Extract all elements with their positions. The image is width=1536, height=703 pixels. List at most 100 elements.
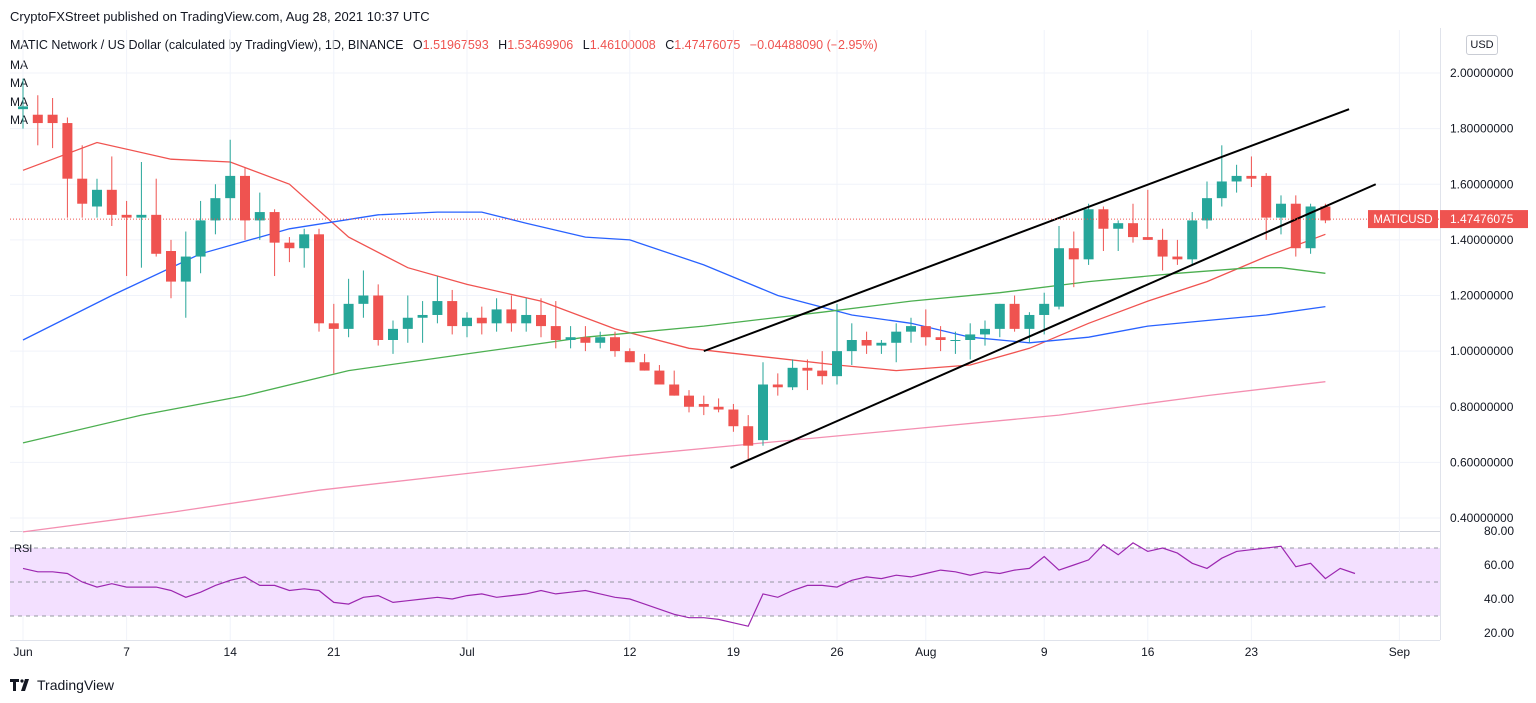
candle-body — [787, 367, 798, 388]
candle-body — [447, 301, 458, 327]
candle-body — [402, 317, 413, 329]
candle-body — [240, 175, 250, 221]
candle-body — [47, 114, 58, 124]
tradingview-logo-icon — [10, 679, 29, 691]
candle-body — [254, 212, 265, 221]
high-label: H — [498, 38, 508, 52]
time-tick-label: Jun — [13, 645, 32, 659]
candle-body — [728, 409, 739, 427]
candle-body — [1039, 303, 1050, 315]
candle-body — [817, 370, 828, 377]
price-axis-border — [1440, 28, 1441, 640]
candle-body — [373, 295, 384, 340]
candle-body — [195, 220, 206, 257]
candle-body — [550, 326, 561, 340]
open-label: O — [412, 38, 423, 52]
close-value: 1.47476075 — [674, 38, 741, 52]
candle-body — [269, 212, 280, 243]
candle-body — [994, 303, 1005, 329]
candle-body — [180, 256, 191, 282]
candle-body — [920, 326, 931, 338]
price-tick-label: 1.40000000 — [1450, 233, 1514, 247]
time-tick-label: Aug — [915, 645, 936, 659]
candle-body — [669, 384, 680, 396]
candle-body — [610, 337, 620, 352]
price-tick-label: 0.80000000 — [1450, 400, 1514, 414]
time-axis-border — [10, 640, 1440, 641]
candle-body — [136, 214, 147, 218]
candle-body — [1320, 206, 1331, 221]
candle-body — [1128, 223, 1138, 238]
change-value: −0.04488090 (−2.95%) — [749, 38, 878, 52]
candle-body — [684, 395, 694, 407]
moving-average-line — [22, 211, 1326, 344]
time-tick-label: 16 — [1141, 645, 1155, 659]
candle-body — [1290, 203, 1301, 249]
price-tick-label: 0.60000000 — [1450, 455, 1514, 469]
candle-body — [1009, 303, 1020, 329]
rsi-tick-label: 40.00 — [1484, 592, 1514, 606]
price-tick-label: 1.80000000 — [1450, 122, 1514, 136]
candle-body — [846, 340, 857, 352]
candle-body — [861, 340, 872, 346]
symbol-legend: MATIC Network / US Dollar (calculated by… — [10, 38, 878, 52]
rsi-line — [22, 542, 1356, 627]
time-tick-label: 14 — [224, 645, 238, 659]
price-tick-label: 1.20000000 — [1450, 289, 1514, 303]
candle-body — [1142, 237, 1153, 240]
candle-body — [802, 367, 813, 371]
time-tick-label: 26 — [830, 645, 844, 659]
candle-body — [151, 214, 162, 254]
candle-body — [77, 178, 88, 204]
candle-body — [343, 303, 354, 329]
candle-body — [772, 384, 783, 388]
candle-body — [106, 189, 117, 215]
ticker-tag-label: MATICUSD — [1373, 214, 1432, 226]
pane-divider — [10, 531, 1440, 532]
candle-body — [1187, 220, 1198, 260]
time-tick-label: Jul — [459, 645, 474, 659]
candle-body — [832, 351, 842, 377]
candle-body — [698, 403, 709, 407]
candle-body — [1202, 198, 1212, 221]
time-tick-label: 23 — [1245, 645, 1259, 659]
candle-body — [225, 175, 236, 199]
low-value: 1.46100008 — [589, 38, 656, 52]
candle-body — [417, 314, 428, 318]
candle-body — [521, 314, 532, 324]
candle-body — [299, 234, 310, 249]
candle-body — [1305, 206, 1316, 249]
currency-button[interactable]: USD — [1466, 35, 1498, 55]
candle-body — [62, 123, 73, 179]
candle-body — [1246, 175, 1257, 179]
channel-trendline — [703, 108, 1350, 353]
candle-body — [595, 337, 606, 343]
open-value: 1.51967593 — [422, 38, 489, 52]
candle-body — [1054, 248, 1064, 307]
candle-body — [1172, 256, 1183, 260]
candle-body — [1231, 175, 1242, 182]
price-tick-label: 1.60000000 — [1450, 177, 1514, 191]
time-tick-label: 9 — [1041, 645, 1048, 659]
candle-body — [654, 370, 665, 385]
high-value: 1.53469906 — [507, 38, 574, 52]
tradingview-brand[interactable]: TradingView — [10, 677, 114, 693]
brand-name: TradingView — [37, 677, 115, 693]
rsi-tick-label: 60.00 — [1484, 558, 1514, 572]
candle-body — [314, 234, 324, 324]
rsi-tick-label: 80.00 — [1484, 524, 1514, 538]
candle-body — [358, 295, 369, 304]
candle-body — [965, 334, 976, 340]
ticker-tag-bg — [1368, 210, 1438, 229]
price-tag-bg — [1440, 210, 1528, 229]
candle-body — [32, 114, 43, 124]
time-tick-label: 7 — [123, 645, 130, 659]
moving-average-line — [22, 267, 1326, 444]
candle-body — [18, 106, 28, 110]
channel-trendline — [730, 183, 1377, 469]
moving-average-line — [22, 141, 1326, 372]
candle-body — [906, 326, 916, 332]
time-tick-label: 21 — [327, 645, 341, 659]
candle-body — [121, 214, 132, 218]
